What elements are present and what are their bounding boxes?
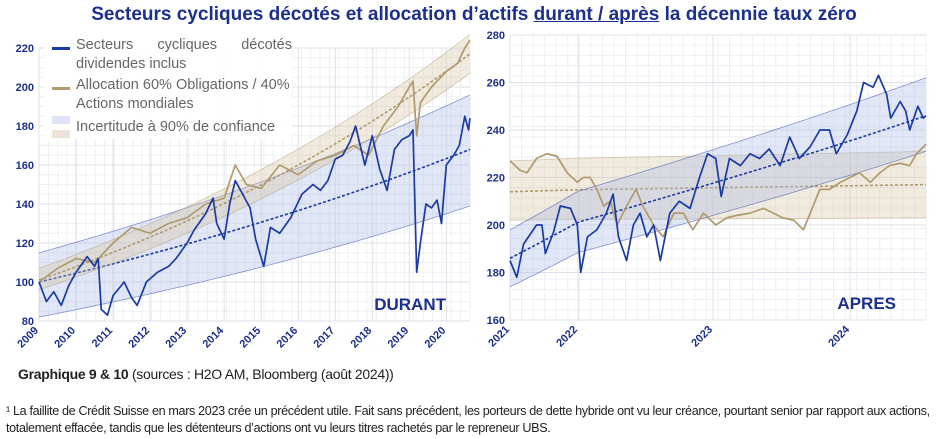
legend-item-allocation: Allocation 60% Obligations / 40% Actions… bbox=[44, 76, 292, 114]
gold-band-swatch bbox=[52, 130, 70, 138]
page-title: Secteurs cycliques décotés et allocation… bbox=[0, 4, 948, 26]
x-tick-label: 2013 bbox=[163, 325, 189, 351]
trend-line bbox=[38, 53, 471, 281]
band-lower-line bbox=[509, 150, 927, 288]
x-tick-label: 2012 bbox=[126, 325, 152, 351]
x-tick-label: 2020 bbox=[423, 325, 449, 351]
trend-line bbox=[509, 114, 927, 259]
x-tick-label: 2011 bbox=[90, 325, 115, 350]
band-lower-line bbox=[509, 217, 927, 221]
band-upper-line bbox=[38, 34, 471, 269]
figure-caption: Graphique 9 & 10 (sources : H2O AM, Bloo… bbox=[18, 366, 394, 382]
blue-band-swatch bbox=[52, 116, 70, 124]
y-tick-label: 180 bbox=[16, 121, 34, 133]
x-tick-label: 2019 bbox=[386, 325, 412, 351]
y-tick-label: 160 bbox=[16, 160, 34, 172]
band-upper-line bbox=[509, 77, 927, 231]
y-tick-label: 200 bbox=[487, 220, 505, 232]
x-tick-label: 2023 bbox=[689, 324, 715, 350]
y-tick-label: 80 bbox=[22, 316, 34, 328]
y-tick-label: 220 bbox=[487, 173, 505, 185]
legend-label: Incertitude à 90% de confiance bbox=[76, 119, 276, 135]
y-tick-label: 200 bbox=[16, 82, 34, 94]
footnote: ¹ La faillite de Crédit Suisse en mars 2… bbox=[6, 404, 930, 435]
y-tick-label: 280 bbox=[487, 30, 505, 42]
y-tick-label: 100 bbox=[16, 277, 34, 289]
legend-label: Secteurs cycliques décotés dividendes in… bbox=[76, 37, 292, 72]
y-tick-label: 180 bbox=[487, 268, 505, 280]
caption-sources: (sources : H2O AM, Bloomberg (août 2024)… bbox=[128, 366, 394, 382]
band-lower-line bbox=[38, 73, 471, 291]
x-tick-label: 2024 bbox=[826, 323, 852, 349]
x-tick-label: 2017 bbox=[312, 325, 338, 351]
y-tick-label: 260 bbox=[487, 78, 505, 90]
title-text-end: la décennie taux zéro bbox=[659, 4, 857, 25]
x-tick-label: 2009 bbox=[15, 325, 41, 351]
gold-line-swatch bbox=[52, 87, 70, 90]
title-text: Secteurs cycliques décotés et allocation… bbox=[91, 4, 534, 25]
chart-period-label: DURANT bbox=[374, 295, 446, 314]
caption-bold: Graphique 9 & 10 bbox=[18, 366, 129, 382]
y-tick-label: 120 bbox=[16, 238, 34, 250]
legend: Secteurs cycliques décotés dividendes in… bbox=[44, 34, 292, 139]
x-tick-label: 2010 bbox=[52, 325, 78, 351]
x-tick-label: 2018 bbox=[349, 325, 375, 351]
x-tick-label: 2022 bbox=[554, 324, 580, 350]
series-line bbox=[38, 39, 471, 283]
x-tick-label: 2014 bbox=[200, 324, 226, 350]
y-tick-label: 220 bbox=[16, 43, 34, 55]
band-upper-line bbox=[509, 150, 927, 162]
legend-item-cyclical: Secteurs cycliques décotés dividendes in… bbox=[44, 36, 292, 74]
series-line bbox=[38, 115, 471, 316]
x-tick-label: 2021 bbox=[486, 324, 512, 350]
confidence-band bbox=[39, 34, 470, 290]
blue-line-swatch bbox=[52, 47, 70, 50]
x-tick-label: 2015 bbox=[237, 325, 263, 351]
chart-apres: 160 180 200 220 240 260 280 2021 2022 2023 2024 APR… bbox=[486, 30, 927, 350]
chart-period-label: APRES bbox=[837, 294, 896, 313]
series-line bbox=[509, 143, 927, 238]
legend-label: Allocation 60% Obligations / 40% Actions… bbox=[76, 77, 290, 112]
y-tick-label: 160 bbox=[487, 315, 505, 327]
band-upper-line bbox=[38, 94, 471, 254]
x-tick-label: 2016 bbox=[275, 325, 301, 351]
title-underlined: durant / après bbox=[533, 4, 660, 25]
legend-item-band: Incertitude à 90% de confiance bbox=[44, 116, 292, 138]
series-line bbox=[509, 74, 927, 279]
y-tick-label: 140 bbox=[16, 199, 34, 211]
y-tick-label: 240 bbox=[487, 125, 505, 137]
trend-line bbox=[509, 183, 927, 193]
